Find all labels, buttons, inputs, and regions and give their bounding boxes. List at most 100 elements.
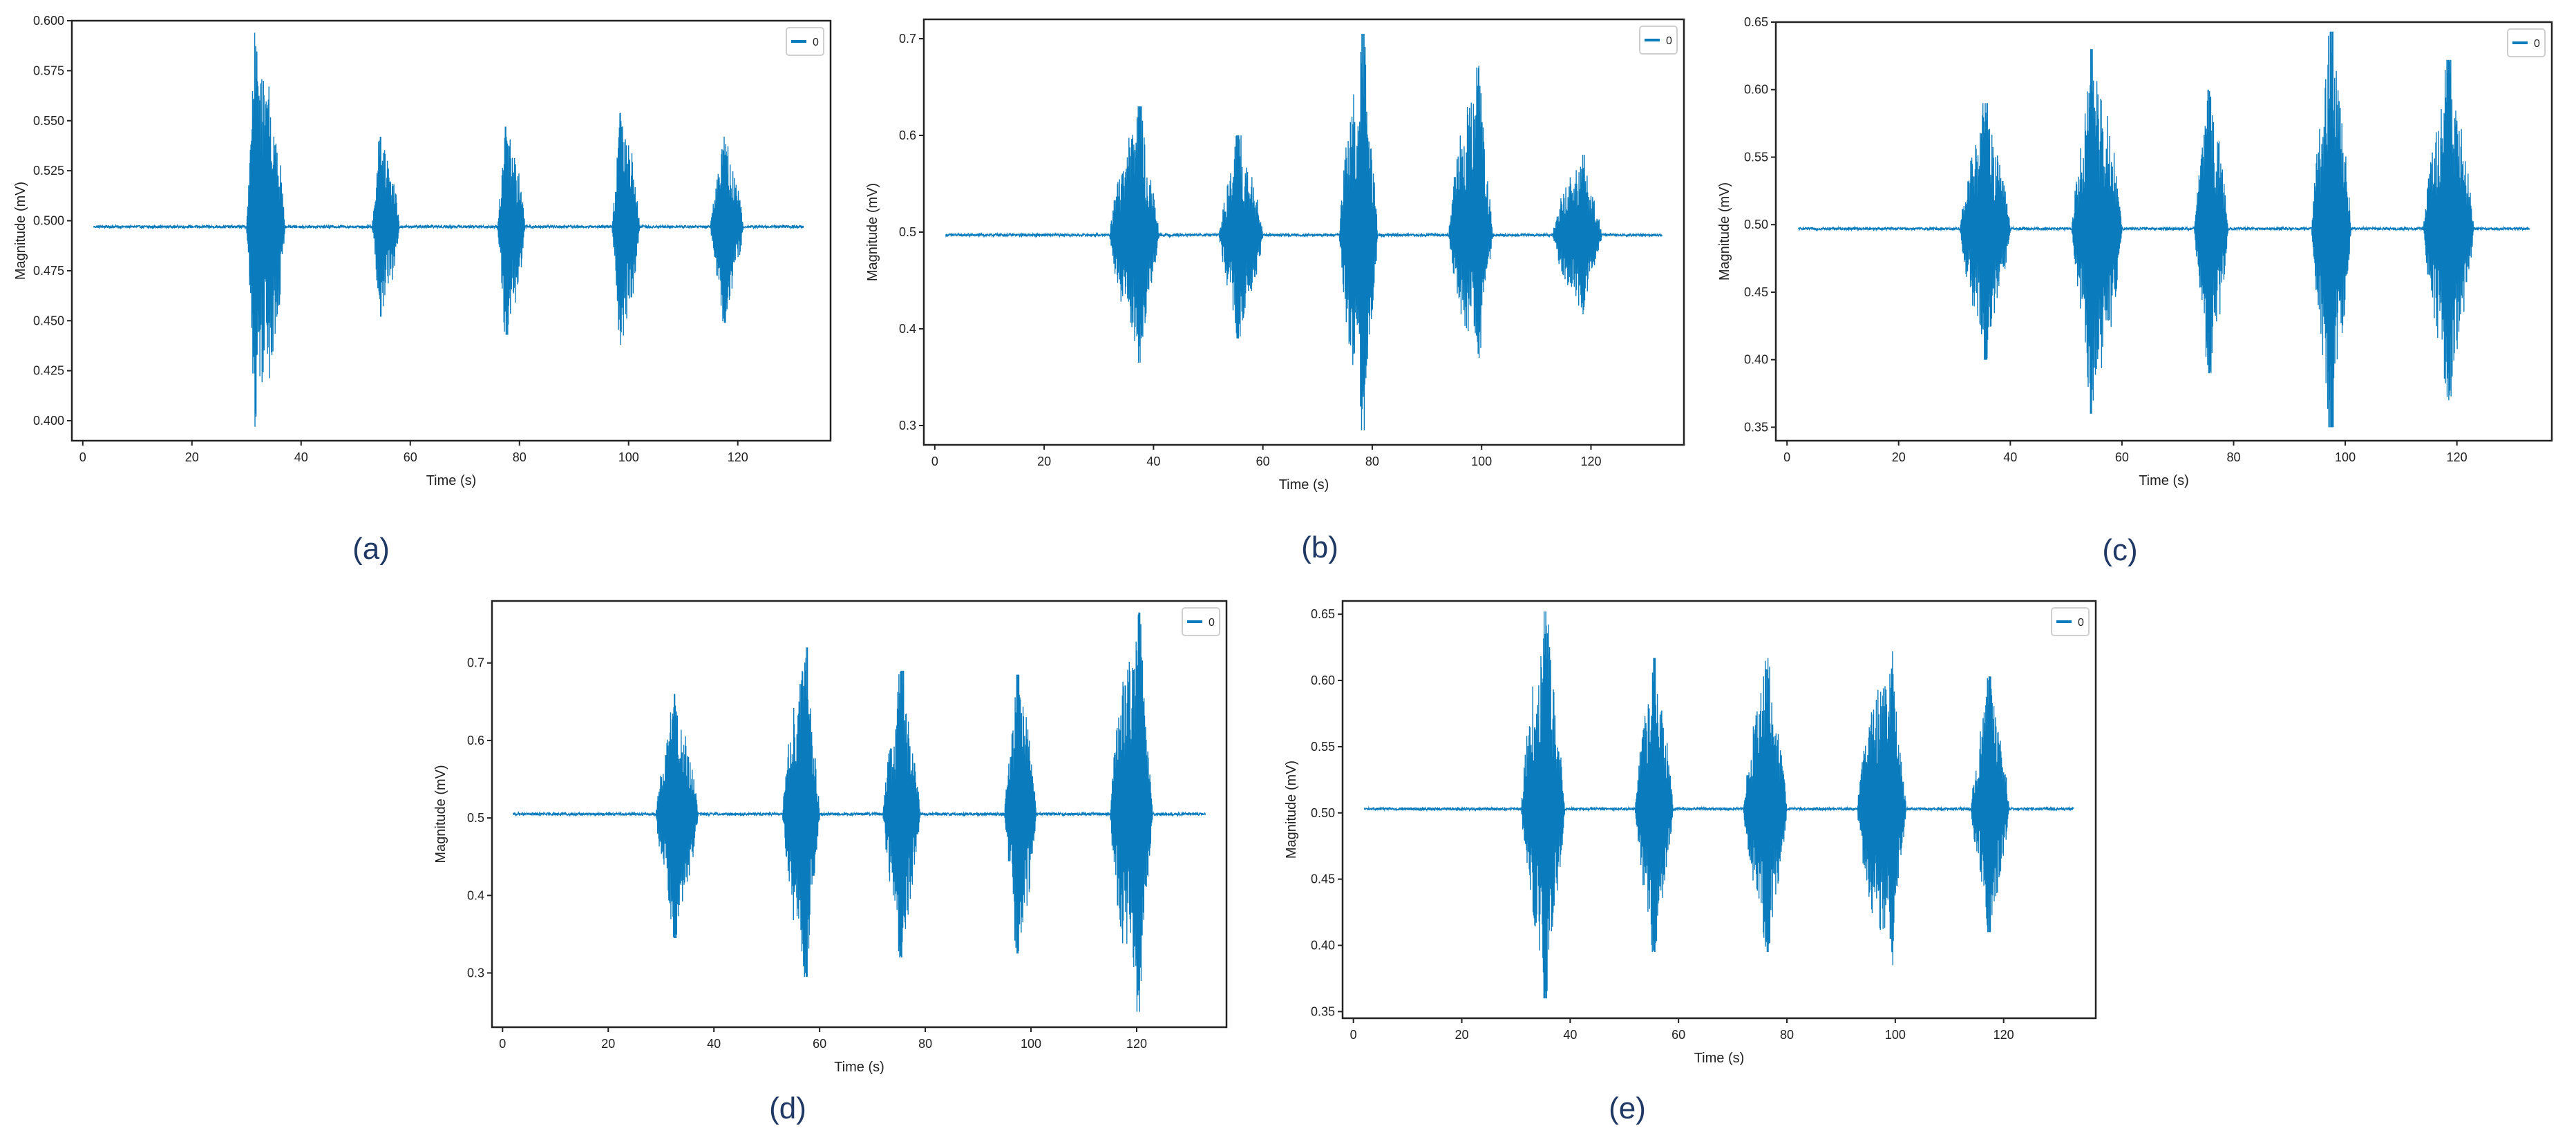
x-tick-label: 100 (1471, 455, 1492, 468)
y-tick-label: 0.4 (467, 888, 484, 902)
panel-caption: (d) (769, 1091, 806, 1125)
y-tick-label: 0.6 (467, 734, 484, 747)
y-tick-label: 0.45 (1311, 872, 1335, 886)
y-tick-label: 0.5 (899, 225, 916, 239)
y-tick-label: 0.600 (33, 14, 64, 28)
y-axis-title: Magnitude (mV) (865, 183, 880, 281)
x-tick-label: 20 (1892, 450, 1906, 464)
y-tick-label: 0.475 (33, 264, 64, 278)
x-tick-label: 40 (294, 450, 308, 464)
y-tick-label: 0.50 (1311, 806, 1335, 820)
x-tick-label: 0 (1783, 450, 1790, 464)
plot-frame (491, 600, 1228, 1029)
x-tick-label: 120 (1993, 1028, 2014, 1042)
plot-frame (1341, 600, 2097, 1020)
x-tick-label: 80 (918, 1037, 932, 1051)
x-axis-title: Time (s) (426, 473, 477, 488)
y-tick-label: 0.45 (1744, 285, 1768, 299)
y-tick-label: 0.35 (1744, 420, 1768, 434)
panel-caption: (b) (1301, 531, 1338, 564)
y-tick-label: 0.3 (899, 419, 916, 432)
x-tick-label: 40 (2003, 450, 2017, 464)
y-tick-label: 0.60 (1744, 83, 1768, 97)
y-tick-label: 0.7 (467, 656, 484, 670)
x-tick-label: 40 (707, 1037, 721, 1051)
y-axis-title: Magnitude (mV) (13, 182, 28, 280)
legend-label: 0 (1209, 617, 1215, 629)
y-tick-label: 0.500 (33, 214, 64, 228)
chart-svg: 0 20 40 60 80 100 120 0.3 0.4 0.5 0.6 0.7 Time (s) Ma… (433, 600, 1228, 1075)
x-tick-label: 100 (618, 450, 639, 464)
panel-caption: (e) (1609, 1091, 1646, 1125)
y-tick-label: 0.60 (1311, 674, 1335, 687)
y-tick-label: 0.40 (1311, 939, 1335, 953)
y-tick-label: 0.35 (1311, 1004, 1335, 1018)
x-tick-label: 60 (1256, 455, 1270, 468)
x-tick-label: 0 (1350, 1028, 1357, 1042)
chart-svg: 0 20 40 60 80 100 120 0.3 0.4 0.5 0.6 0.7 Time (s) Ma… (865, 18, 1685, 493)
y-tick-label: 0.55 (1744, 150, 1768, 164)
legend-label: 0 (1666, 35, 1672, 47)
y-tick-label: 0.4 (899, 322, 916, 336)
panel-caption: (a) (352, 532, 390, 566)
x-tick-label: 120 (1580, 455, 1601, 468)
x-axis-title: Time (s) (834, 1060, 884, 1075)
plot-frame (1774, 21, 2553, 442)
signal-series-0 (945, 33, 1663, 431)
x-axis-title: Time (s) (1694, 1051, 1745, 1066)
x-tick-label: 20 (185, 450, 199, 464)
x-tick-label: 0 (79, 450, 86, 464)
x-tick-label: 0 (499, 1037, 506, 1051)
x-tick-label: 120 (2447, 450, 2468, 464)
chart-panel-a: 0 20 40 60 80 100 120 0.400 0.425 0.450 0.475 0.500… (8, 14, 836, 566)
x-tick-label: 100 (1021, 1037, 1041, 1051)
x-tick-label: 60 (404, 450, 417, 464)
signal-series-0 (1363, 611, 2074, 999)
x-tick-label: 120 (728, 450, 748, 464)
y-tick-label: 0.65 (1311, 607, 1335, 621)
chart-svg: 0 20 40 60 80 100 120 0.35 0.40 0.45 0.50 0.55 0.60 0… (1717, 15, 2553, 488)
y-axis-title: Magnitude (mV) (433, 765, 448, 863)
x-tick-label: 100 (1885, 1028, 1906, 1042)
y-tick-label: 0.550 (33, 114, 64, 128)
x-tick-label: 60 (813, 1037, 826, 1051)
y-tick-label: 0.6 (899, 128, 916, 142)
x-tick-label: 20 (601, 1037, 615, 1051)
chart-panel-d: 0 20 40 60 80 100 120 0.3 0.4 0.5 0.6 0.7 Time (s) Ma… (428, 600, 1233, 1125)
x-tick-label: 20 (1455, 1028, 1469, 1042)
y-tick-label: 0.40 (1744, 353, 1768, 367)
chart-panel-e: 0 20 40 60 80 100 120 0.35 0.40 0.45 0.50 0.55 0.60 0… (1275, 600, 2097, 1125)
x-tick-label: 120 (1126, 1037, 1147, 1051)
x-tick-label: 60 (2115, 450, 2129, 464)
x-axis-title: Time (s) (1279, 477, 1329, 493)
x-tick-label: 80 (1780, 1028, 1794, 1042)
y-axis-title: Magnitude (mV) (1717, 182, 1732, 280)
y-axis-title: Magnitude (mV) (1284, 761, 1299, 859)
y-tick-label: 0.525 (33, 164, 64, 178)
x-tick-label: 20 (1037, 455, 1051, 468)
x-tick-label: 40 (1563, 1028, 1577, 1042)
y-tick-label: 0.3 (467, 966, 484, 980)
chart-panel-b: 0 20 40 60 80 100 120 0.3 0.4 0.5 0.6 0.7 Time (s) Ma… (865, 18, 1695, 564)
legend-label: 0 (2078, 617, 2084, 629)
y-tick-label: 0.50 (1744, 218, 1768, 231)
y-tick-label: 0.65 (1744, 15, 1768, 29)
chart-panel-c: 0 20 40 60 80 100 120 0.35 0.40 0.45 0.50 0.55 0.60 0… (1717, 15, 2562, 567)
y-tick-label: 0.7 (899, 32, 916, 46)
legend-label: 0 (813, 37, 819, 48)
signal-series-0 (1798, 31, 2530, 428)
chart-svg: 0 20 40 60 80 100 120 0.35 0.40 0.45 0.50 0.55 0.60 0… (1284, 600, 2097, 1066)
x-tick-label: 80 (2226, 450, 2240, 464)
y-tick-label: 0.5 (467, 811, 484, 825)
y-tick-label: 0.55 (1311, 740, 1335, 754)
y-tick-label: 0.400 (33, 414, 64, 428)
y-tick-label: 0.575 (33, 64, 64, 77)
x-tick-label: 100 (2335, 450, 2356, 464)
x-tick-label: 80 (513, 450, 527, 464)
x-tick-label: 60 (1671, 1028, 1685, 1042)
legend-label: 0 (2534, 38, 2540, 50)
x-tick-label: 40 (1146, 455, 1160, 468)
chart-svg: 0 20 40 60 80 100 120 0.400 0.425 0.450 0.475 0.500… (13, 14, 832, 488)
panel-caption: (c) (2102, 533, 2138, 567)
x-tick-label: 80 (1365, 455, 1379, 468)
